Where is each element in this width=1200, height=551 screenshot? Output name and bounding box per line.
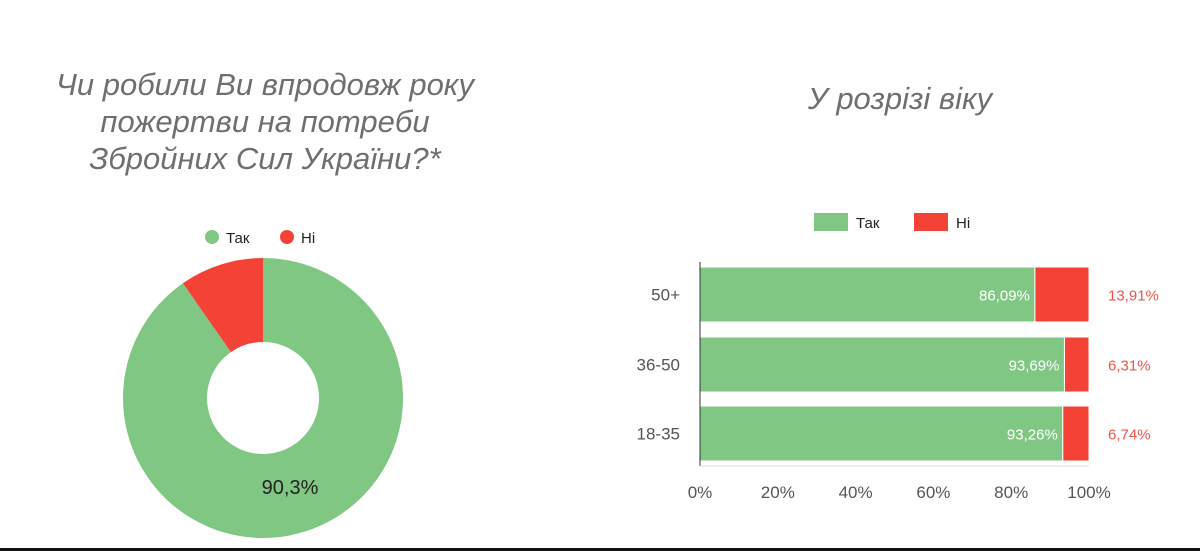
donut-chart-title: Чи робили Ви впродовж року пожертви на п… bbox=[20, 66, 510, 177]
donut-legend-yes-marker bbox=[205, 230, 219, 244]
x-tick-label-5: 100% bbox=[1067, 483, 1110, 502]
x-tick-label-3: 60% bbox=[916, 483, 950, 502]
donut-legend: Так Ні bbox=[205, 230, 315, 247]
x-tick-label-1: 20% bbox=[761, 483, 795, 502]
bar-segment-36-50-no bbox=[1063, 336, 1090, 393]
bar-legend-yes-marker bbox=[814, 213, 848, 231]
bar-label-18-35-no: 6,74% bbox=[1108, 427, 1151, 444]
bar-legend-no-label: Ні bbox=[956, 215, 970, 232]
bar-label-50+-no: 13,91% bbox=[1108, 288, 1159, 305]
donut-legend-no-label: Ні bbox=[301, 230, 315, 247]
donut-title-line-1: Чи робили Ви впродовж року bbox=[56, 67, 474, 102]
donut-slice-no bbox=[182, 258, 263, 353]
bar-label-50+-yes: 86,09% bbox=[979, 288, 1030, 305]
bottom-divider bbox=[0, 548, 1200, 551]
donut-value-label: 90,3% bbox=[262, 477, 319, 499]
stacked-bar-chart: 86,09% 13,91% 50+ 93,69% 6,31% 36-50 93,26% 6,7… bbox=[637, 262, 1159, 502]
bar-label-36-50-yes: 93,69% bbox=[1009, 358, 1060, 375]
donut-title-line-3: Збройних Сил України?* bbox=[89, 141, 441, 176]
bar-legend-no-marker bbox=[914, 213, 948, 231]
x-tick-label-2: 40% bbox=[839, 483, 873, 502]
bar-segment-36-50-yes bbox=[699, 336, 1065, 393]
bar-label-18-35-yes: 93,26% bbox=[1007, 427, 1058, 444]
bar-legend-yes-label: Так bbox=[856, 215, 880, 232]
category-label-50+: 50+ bbox=[651, 286, 680, 305]
x-tick-label-4: 80% bbox=[994, 483, 1028, 502]
bar-chart-title: У розрізі віку bbox=[807, 81, 993, 116]
bar-segment-18-35-no bbox=[1062, 405, 1090, 462]
donut-legend-no-marker bbox=[280, 230, 294, 244]
donut-title-line-2: пожертви на потреби bbox=[100, 104, 430, 139]
bar-segment-50+-no bbox=[1034, 266, 1090, 323]
donut-chart: 90,3% bbox=[122, 258, 403, 538]
x-tick-label-0: 0% bbox=[688, 483, 713, 502]
donut-slice-yes bbox=[122, 258, 403, 538]
bar-label-36-50-no: 6,31% bbox=[1108, 358, 1151, 375]
donut-legend-yes-label: Так bbox=[226, 230, 250, 247]
category-label-18-35: 18-35 bbox=[637, 425, 680, 444]
bar-segment-18-35-yes bbox=[699, 405, 1064, 462]
category-label-36-50: 36-50 bbox=[637, 356, 680, 375]
bar-legend: Так Ні bbox=[814, 213, 970, 232]
